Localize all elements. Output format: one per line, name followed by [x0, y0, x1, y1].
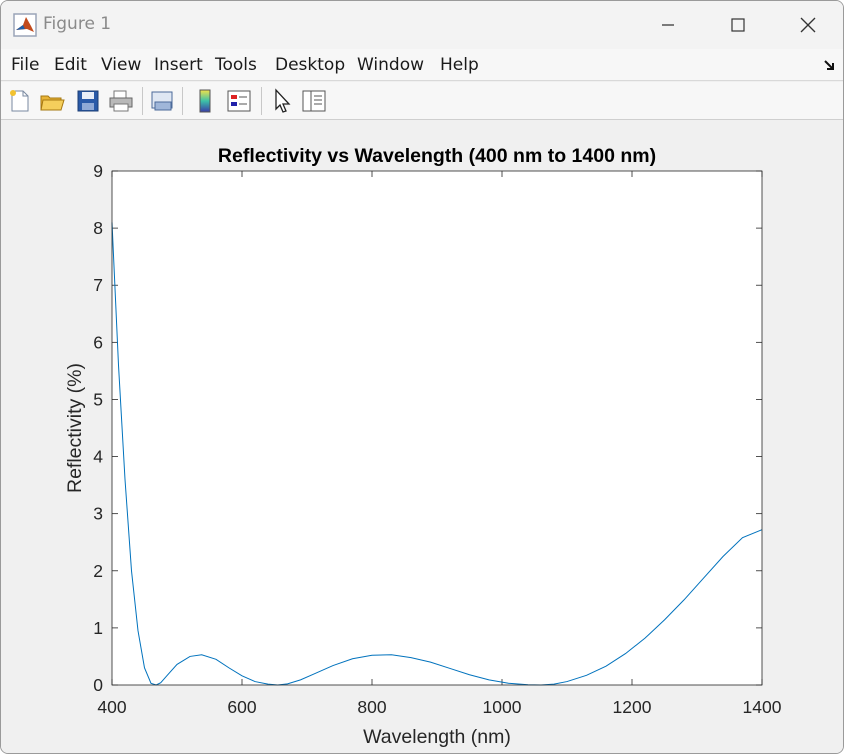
menu-tools[interactable]: Tools	[215, 55, 257, 75]
link-plot-icon[interactable]	[149, 88, 175, 114]
close-icon	[800, 17, 816, 33]
plot-svg: 400 600 800 1000 1200 1400 0 1 2 3 4 5 6 7 8 9 Reflecti…	[64, 145, 782, 748]
new-figure-icon[interactable]	[7, 88, 33, 114]
axes-box	[111, 170, 763, 686]
menu-file[interactable]: File	[11, 55, 40, 75]
chart-title: Reflectivity vs Wavelength (400 nm to 14…	[218, 145, 656, 167]
open-file-icon[interactable]	[39, 88, 65, 114]
y-tick-label: 8	[93, 218, 103, 238]
pointer-icon[interactable]	[269, 88, 295, 114]
matlab-logo-icon	[13, 13, 37, 37]
menu-edit[interactable]: Edit	[54, 55, 87, 75]
figure-canvas: 400 600 800 1000 1200 1400 0 1 2 3 4 5 6 7 8 9 Reflecti…	[1, 121, 843, 753]
y-tick-label: 3	[93, 504, 103, 524]
x-tick-label: 1400	[743, 697, 782, 717]
save-icon[interactable]	[75, 88, 101, 114]
toolbar-separator	[142, 87, 143, 115]
menu-view[interactable]: View	[101, 55, 142, 75]
y-tick-label: 5	[93, 389, 103, 409]
menu-bar: File Edit View Insert Tools Desktop Wind…	[1, 49, 843, 81]
x-tick-label: 1200	[613, 697, 652, 717]
axes-background[interactable]	[112, 171, 762, 685]
y-tick-label: 2	[93, 561, 103, 581]
reflectivity-line	[111, 222, 763, 686]
x-tick-label: 600	[227, 697, 256, 717]
menu-desktop[interactable]: Desktop	[275, 55, 346, 75]
y-tick-label: 0	[93, 675, 103, 695]
property-inspector-icon[interactable]	[301, 88, 327, 114]
figure-toolbar	[1, 82, 843, 120]
maximize-button[interactable]	[707, 5, 769, 45]
x-tick-label: 800	[357, 697, 386, 717]
title-bar: Figure 1	[1, 1, 843, 49]
menu-window[interactable]: Window	[357, 55, 425, 75]
x-tick-label: 400	[97, 697, 126, 717]
window-title: Figure 1	[43, 14, 112, 34]
colorbar-icon[interactable]	[192, 88, 218, 114]
menu-help[interactable]: Help	[440, 55, 479, 75]
minimize-icon	[662, 24, 674, 26]
y-tick-label: 7	[93, 275, 103, 295]
maximize-icon	[731, 18, 745, 32]
y-tick-label: 1	[93, 618, 103, 638]
y-tick-label: 6	[93, 332, 103, 352]
close-button[interactable]	[777, 5, 839, 45]
x-axis-label: Wavelength (nm)	[363, 726, 511, 748]
dock-arrow-icon[interactable]	[823, 57, 837, 76]
toolbar-separator	[182, 87, 183, 115]
y-axis-label: Reflectivity (%)	[64, 363, 86, 493]
menu-insert[interactable]: Insert	[154, 55, 203, 75]
toolbar-separator	[261, 87, 262, 115]
y-tick-label: 9	[93, 161, 103, 181]
y-tick-label: 4	[93, 447, 103, 467]
legend-icon[interactable]	[226, 88, 252, 114]
x-tick-label: 1000	[483, 697, 522, 717]
minimize-button[interactable]	[637, 5, 699, 45]
print-icon[interactable]	[108, 88, 134, 114]
